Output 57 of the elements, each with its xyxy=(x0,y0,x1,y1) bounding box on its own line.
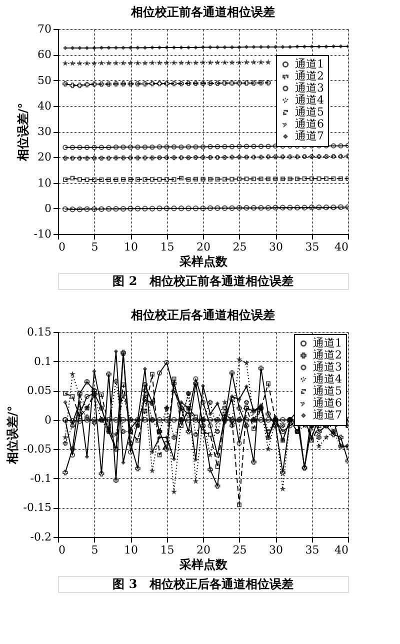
x-tick-label: 25 xyxy=(232,240,247,254)
x-tick-label: 5 xyxy=(91,240,98,254)
y-tick-label: 0.15 xyxy=(27,326,52,338)
x-tick-label: 30 xyxy=(269,544,283,556)
y-tick-label: -0.15 xyxy=(23,501,52,514)
x-tick-label: 0 xyxy=(58,240,66,254)
y-tick-label: 0 xyxy=(44,413,52,426)
x-tick-label: 15 xyxy=(160,240,174,254)
x-tick-label: 35 xyxy=(305,544,320,556)
x-tick-label: 35 xyxy=(305,240,320,254)
x-tick-label: 20 xyxy=(196,544,210,556)
legend-label: 通道6 xyxy=(313,396,342,410)
y-tick-label: 0.05 xyxy=(27,384,52,398)
legend-label: 通道5 xyxy=(313,384,342,398)
y-tick-label: 20 xyxy=(38,150,52,164)
y-tick-label: 50 xyxy=(38,74,52,87)
legend-label: 通道2 xyxy=(295,69,324,82)
legend-label: 通道4 xyxy=(313,372,342,386)
x-tick-label: 10 xyxy=(124,240,138,254)
y-tick-label: -10 xyxy=(34,228,52,240)
y-axis-title: 相位误差/° xyxy=(16,102,30,162)
y-tick-label: 60 xyxy=(38,48,52,62)
chart-title: 相位校正后各通道相位误差 xyxy=(130,308,275,322)
y-tick-label: 40 xyxy=(38,99,52,112)
legend-label: 通道7 xyxy=(295,129,324,142)
x-tick-label: 15 xyxy=(160,544,174,556)
y-tick-label: -0.05 xyxy=(23,442,52,456)
y-tick-label: -0.1 xyxy=(30,472,52,485)
y-tick-label: -0.2 xyxy=(30,530,52,544)
caption: 图 3 相位校正后各通道相位误差 xyxy=(112,577,294,591)
x-tick-label: 5 xyxy=(91,544,98,556)
y-tick-label: 0.1 xyxy=(34,354,52,368)
legend-label: 通道6 xyxy=(295,117,324,130)
x-tick-label: 20 xyxy=(196,240,210,254)
legend-label: 通道3 xyxy=(295,81,324,94)
x-axis-title: 采样点数 xyxy=(178,558,228,572)
legend-label: 通道1 xyxy=(313,336,342,350)
y-tick-label: 10 xyxy=(38,176,52,190)
x-tick-label: 10 xyxy=(124,544,138,556)
legend-label: 通道2 xyxy=(313,348,342,362)
legend-label: 通道4 xyxy=(295,93,324,106)
legend-label: 通道7 xyxy=(313,408,342,422)
x-axis-title: 采样点数 xyxy=(178,254,228,268)
x-tick-label: 40 xyxy=(334,544,348,556)
y-tick-label: 30 xyxy=(38,125,52,138)
caption: 图 2 相位校正前各通道相位误差 xyxy=(112,274,294,288)
y-tick-label: 0 xyxy=(44,202,52,215)
legend-label: 通道1 xyxy=(295,57,324,70)
y-tick-label: 70 xyxy=(38,22,52,36)
x-tick-label: 40 xyxy=(334,240,348,254)
x-tick-label: 25 xyxy=(232,544,247,556)
x-tick-label: 0 xyxy=(58,544,66,556)
chart-title: 相位校正前各通道相位误差 xyxy=(130,5,275,19)
x-tick-label: 30 xyxy=(269,240,283,254)
legend-label: 通道3 xyxy=(313,360,342,374)
legend-label: 通道5 xyxy=(295,105,324,118)
y-axis-title: 相位误差/° xyxy=(5,406,20,466)
